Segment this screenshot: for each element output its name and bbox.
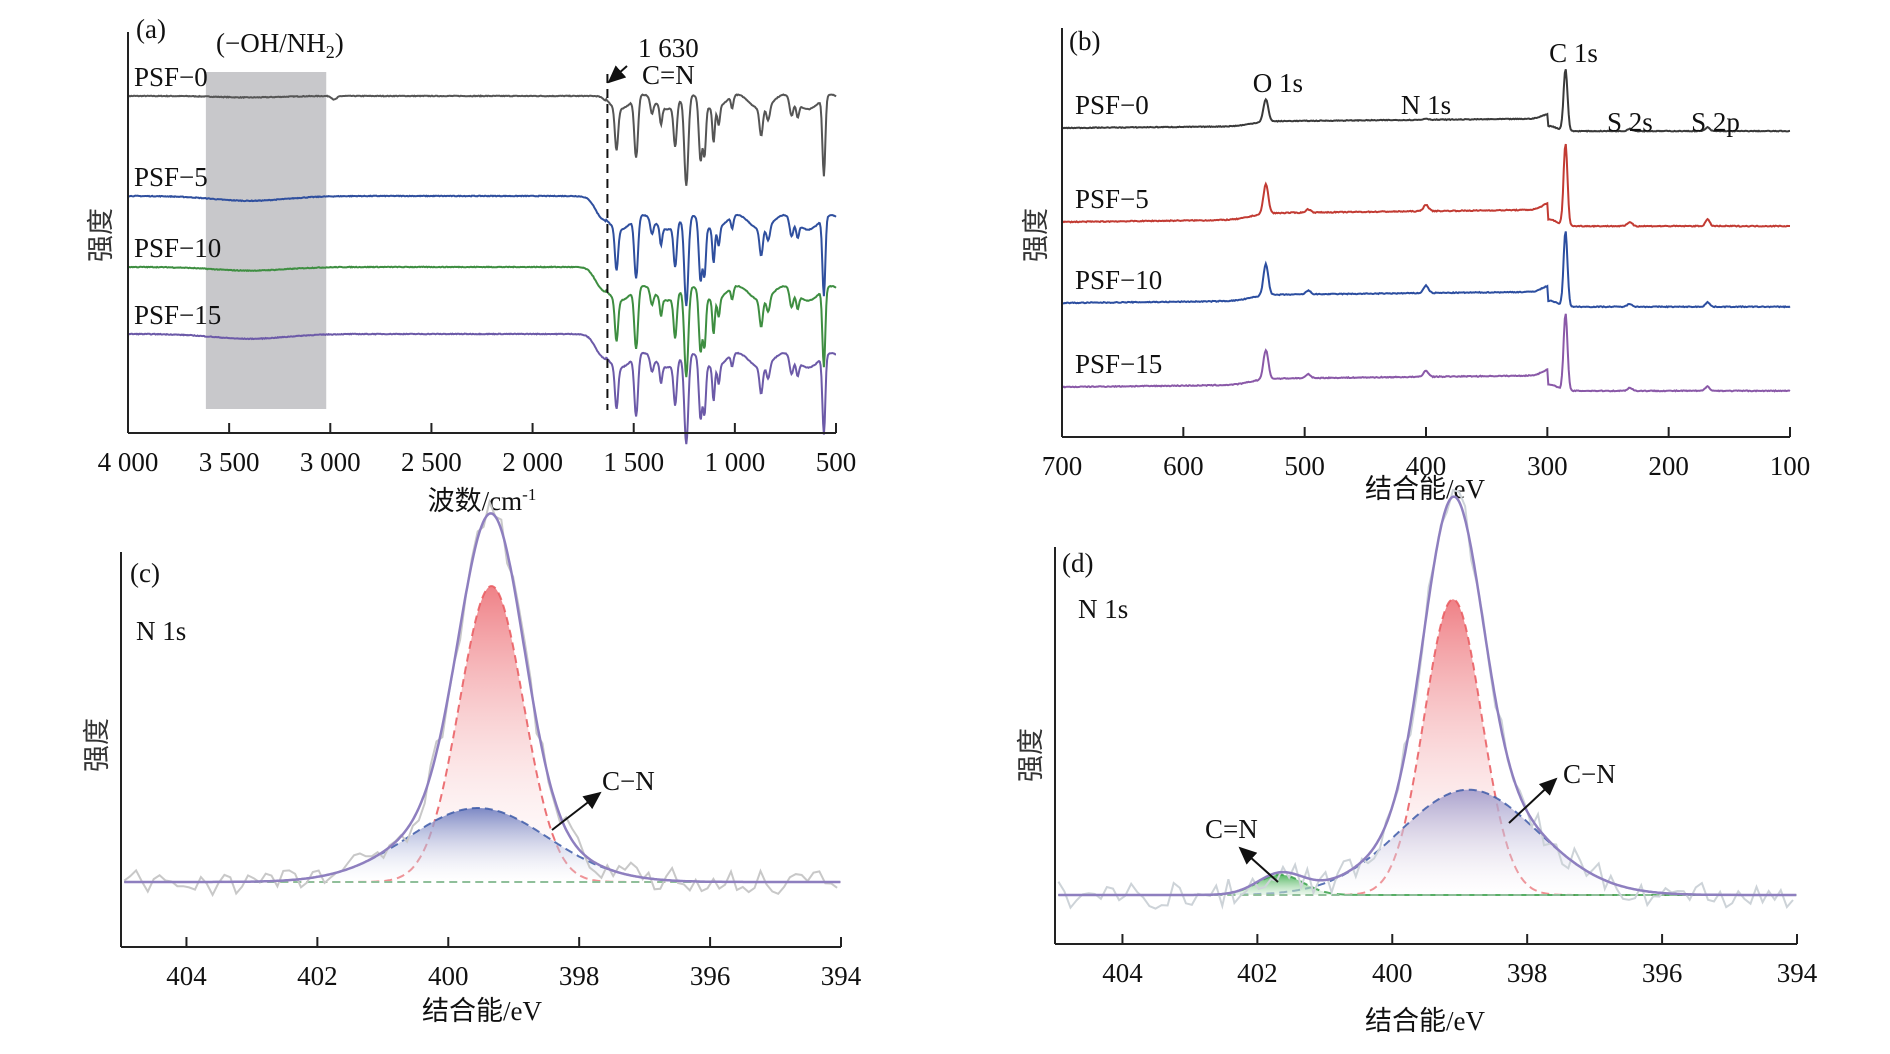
panel-label: (d) xyxy=(1062,548,1093,578)
x-tick-label: 402 xyxy=(297,961,338,991)
survey-series-line xyxy=(1061,313,1791,393)
x-tick-label: 394 xyxy=(821,961,862,991)
y-axis-title: 强度 xyxy=(1021,208,1051,262)
envelope-line xyxy=(1058,495,1797,897)
ref-line-label-wavenumber: 1 630 xyxy=(638,33,699,63)
x-tick-label: 400 xyxy=(1372,958,1413,988)
x-tick-label: 2 500 xyxy=(401,447,462,477)
panel-label: (b) xyxy=(1069,26,1100,56)
panel-c-n1s-psf0: 404 402 400 398 396 394 (c) N 1s C−N 强度 结合能/e… xyxy=(82,498,862,1026)
x-axis-title: 结合能/eV xyxy=(1365,474,1485,504)
y-axis-title: 强度 xyxy=(82,718,112,772)
series-label: PSF−5 xyxy=(1075,184,1149,214)
x-tick-label: 500 xyxy=(1284,451,1325,481)
x-tick-label: 300 xyxy=(1527,451,1568,481)
series-label: PSF−15 xyxy=(1075,349,1162,379)
x-tick-label: 4 000 xyxy=(98,447,159,477)
x-tick-label: 2 000 xyxy=(502,447,563,477)
x-ticks: 404 402 400 398 396 394 xyxy=(1102,934,1818,988)
ftir-series-group: PSF−0 PSF−5 PSF−10 PSF−15 xyxy=(127,62,837,445)
peak-annotation: O 1s xyxy=(1253,68,1303,98)
shaded-region-label: (−OH/NH2) xyxy=(216,28,344,62)
c-eq-n-arrow xyxy=(1238,846,1279,883)
x-ticks: 404 402 400 398 396 394 xyxy=(166,937,862,991)
ref-line-arrow xyxy=(607,65,628,84)
panel-b-xps-survey: PSF−0 PSF−5 PSF−10 PSF−15 700 600 500 400 300 20… xyxy=(1021,26,1810,504)
x-tick-label: 700 xyxy=(1042,451,1083,481)
subtitle: N 1s xyxy=(1078,594,1128,624)
panel-label: (a) xyxy=(136,14,166,44)
ftir-series-line xyxy=(127,265,837,378)
oh-nh2-shaded-region xyxy=(205,72,327,409)
x-tick-label: 396 xyxy=(1642,958,1683,988)
panel-d-n1s-psf: 404 402 400 398 396 394 (d) N 1s C−N C=N 强度 结… xyxy=(1016,488,1818,1036)
peak-annotation: C 1s xyxy=(1549,38,1598,68)
ref-line-label-bond: C=N xyxy=(642,60,695,90)
x-tick-label: 400 xyxy=(1406,451,1447,481)
series-label: PSF−10 xyxy=(134,233,221,263)
x-tick-label: 398 xyxy=(559,961,600,991)
series-label: PSF−0 xyxy=(1075,90,1149,120)
x-tick-label: 600 xyxy=(1163,451,1204,481)
x-axis-title: 结合能/eV xyxy=(1365,1006,1485,1036)
series-label: PSF−0 xyxy=(134,62,208,92)
survey-series-line xyxy=(1061,143,1790,228)
y-axis-title: 强度 xyxy=(1016,728,1046,782)
c-n-arrow xyxy=(1508,777,1558,824)
envelope-line xyxy=(124,512,841,884)
x-tick-label: 404 xyxy=(1102,958,1143,988)
x-tick-label: 396 xyxy=(690,961,731,991)
peak-annotation: S 2s xyxy=(1607,107,1653,137)
x-tick-label: 1 500 xyxy=(603,447,664,477)
peak-annotation: N 1s xyxy=(1401,90,1451,120)
x-axis-title: 结合能/eV xyxy=(422,996,542,1026)
x-tick-label: 3 500 xyxy=(199,447,260,477)
x-tick-label: 100 xyxy=(1770,451,1811,481)
c-eq-n-annotation: C=N xyxy=(1205,814,1258,844)
x-tick-label: 394 xyxy=(1777,958,1818,988)
xps-survey-series-group: PSF−0 PSF−5 PSF−10 PSF−15 xyxy=(1061,69,1791,393)
component-fill-C−N xyxy=(1058,789,1797,895)
ftir-series-line xyxy=(127,332,836,445)
n1s-fit-group xyxy=(123,498,841,898)
component-fill-main xyxy=(124,586,841,882)
x-ticks: 700 600 500 400 300 200 100 xyxy=(1042,427,1811,481)
peak-annotation: S 2p xyxy=(1691,107,1740,137)
subtitle: N 1s xyxy=(136,616,186,646)
c-n-annotation: C−N xyxy=(602,766,655,796)
peak-annotations: O 1s N 1s C 1s S 2s S 2p xyxy=(1253,38,1740,137)
ftir-series-line xyxy=(128,194,837,307)
panel-a-ftir: PSF−0 PSF−5 PSF−10 PSF−15 4 000 3 500 3 000 2 … xyxy=(86,14,856,516)
ftir-series-line xyxy=(127,93,837,186)
series-label: PSF−15 xyxy=(134,300,221,330)
survey-series-line xyxy=(1061,69,1791,133)
c-n-arrow xyxy=(551,791,602,831)
x-tick-label: 400 xyxy=(428,961,469,991)
x-tick-label: 200 xyxy=(1648,451,1689,481)
x-tick-label: 500 xyxy=(816,447,857,477)
n1s-fit-group xyxy=(1057,488,1797,910)
x-tick-label: 3 000 xyxy=(300,447,361,477)
c-n-annotation: C−N xyxy=(1563,759,1616,789)
panel-label: (c) xyxy=(130,558,160,588)
component-fill-main xyxy=(1058,599,1797,895)
component-fill-C−N xyxy=(124,808,841,882)
series-label: PSF−5 xyxy=(134,162,208,192)
x-tick-label: 402 xyxy=(1237,958,1278,988)
x-axis-title: 波数/cm-1 xyxy=(428,485,537,516)
survey-series-line xyxy=(1061,231,1791,309)
x-tick-label: 1 000 xyxy=(704,447,765,477)
x-tick-label: 404 xyxy=(166,961,207,991)
series-label: PSF−10 xyxy=(1075,265,1162,295)
x-ticks: 4 000 3 500 3 000 2 500 2 000 1 500 1 000 500 xyxy=(98,423,857,477)
y-axis-title: 强度 xyxy=(86,208,116,262)
x-tick-label: 398 xyxy=(1507,958,1548,988)
